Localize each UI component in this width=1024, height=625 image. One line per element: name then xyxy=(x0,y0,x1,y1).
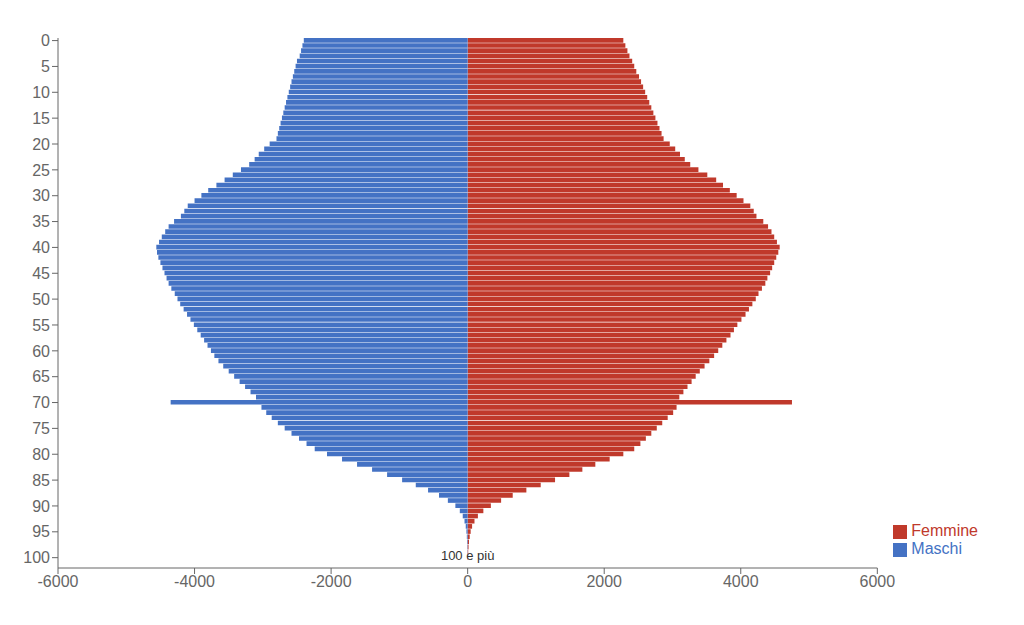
svg-text:95: 95 xyxy=(32,523,50,540)
html-text:Maschi: Maschi xyxy=(911,540,962,557)
svg-text:2000: 2000 xyxy=(586,573,622,590)
svg-text:80: 80 xyxy=(32,446,50,463)
svg-text:40: 40 xyxy=(32,239,50,256)
svg-text:55: 55 xyxy=(32,317,50,334)
svg-text:45: 45 xyxy=(32,265,50,282)
svg-text:60: 60 xyxy=(32,343,50,360)
svg-text:35: 35 xyxy=(32,213,50,230)
svg-text:100: 100 xyxy=(23,549,50,566)
svg-text:85: 85 xyxy=(32,472,50,489)
svg-text:75: 75 xyxy=(32,420,50,437)
svg-text:5: 5 xyxy=(41,58,50,75)
svg-text:4000: 4000 xyxy=(723,573,759,590)
svg-text:20: 20 xyxy=(32,136,50,153)
svg-text:100 e più: 100 e più xyxy=(441,548,495,563)
svg-text:0: 0 xyxy=(41,32,50,49)
svg-text:15: 15 xyxy=(32,110,50,127)
svg-text:-4000: -4000 xyxy=(174,573,215,590)
svg-text:70: 70 xyxy=(32,394,50,411)
html-text:Femmine: Femmine xyxy=(911,522,978,539)
svg-text:6000: 6000 xyxy=(860,573,896,590)
svg-text:-6000: -6000 xyxy=(38,573,79,590)
svg-text:-2000: -2000 xyxy=(311,573,352,590)
svg-text:30: 30 xyxy=(32,187,50,204)
svg-text:10: 10 xyxy=(32,84,50,101)
svg-text:0: 0 xyxy=(463,573,472,590)
svg-text:50: 50 xyxy=(32,291,50,308)
svg-text:65: 65 xyxy=(32,368,50,385)
svg-text:25: 25 xyxy=(32,162,50,179)
svg-text:90: 90 xyxy=(32,498,50,515)
